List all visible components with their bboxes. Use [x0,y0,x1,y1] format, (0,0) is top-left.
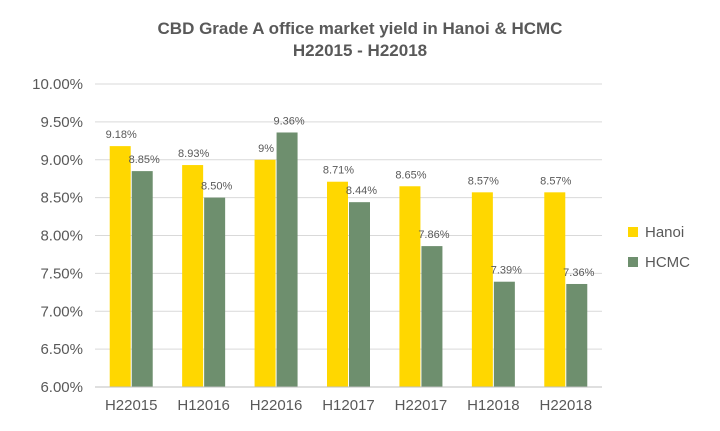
bar-hcmc-H22015 [131,171,153,387]
legend: Hanoi HCMC [628,224,690,271]
legend-swatch-hanoi [628,227,638,237]
y-tick-label: 7.00% [40,303,83,320]
data-label: 7.39% [491,265,522,277]
bars [109,132,588,387]
x-tick-label: H22016 [250,397,303,414]
bar-hcmc-H22017 [421,246,443,387]
bar-hcmc-H22018 [566,283,588,387]
bar-hanoi-H12016 [182,165,204,387]
x-tick-label: H22015 [105,397,158,414]
y-tick-label: 9.50% [40,114,83,131]
bar-hanoi-H22015 [109,146,131,387]
data-label: 8.93% [178,148,209,160]
bar-hanoi-H22016 [254,159,276,387]
data-label: 8.57% [540,175,571,187]
x-tick-label: H12018 [467,397,520,414]
legend-label-hcmc: HCMC [645,254,690,271]
data-label: 9.18% [106,129,137,141]
bar-hanoi-H22018 [544,192,566,387]
data-label: 8.65% [395,169,426,181]
bar-hcmc-H12018 [493,281,515,387]
y-tick-label: 9.00% [40,152,83,169]
gridlines [95,83,602,350]
data-label: 8.71% [323,165,354,177]
data-label: 9.36% [273,115,304,127]
y-axis: 6.00% 6.50% 7.00% 7.50% 8.00% 8.50% 9.00% 9.50%… [32,76,83,396]
data-label: 7.86% [418,229,449,241]
y-tick-label: 6.00% [40,379,83,396]
y-tick-label: 8.00% [40,228,83,245]
legend-swatch-hcmc [628,257,638,267]
x-tick-label: H12016 [177,397,230,414]
data-labels: 9.18% 8.85% 8.93% 8.50% 9% 9.36% 8.71% 8.44% 8.6… [106,115,595,279]
y-tick-label: 8.50% [40,190,83,207]
y-tick-label: 6.50% [40,341,83,358]
chart-subtitle: H22015 - H22018 [293,41,427,60]
x-tick-label: H22018 [540,397,593,414]
data-label: 8.57% [468,175,499,187]
y-tick-label: 7.50% [40,265,83,282]
x-axis: H22015 H12016 H22016 H12017 H22017 H12018 H220… [95,386,602,414]
data-label: 8.44% [346,185,377,197]
x-tick-label: H22017 [395,397,448,414]
data-label: 7.36% [563,267,594,279]
data-label: 8.85% [129,154,160,166]
chart-title: CBD Grade A office market yield in Hanoi… [158,19,563,38]
bar-hcmc-H12016 [204,197,226,387]
data-label: 8.50% [201,181,232,193]
legend-label-hanoi: Hanoi [645,224,684,241]
bar-hanoi-H12018 [471,192,493,387]
bar-hanoi-H12017 [327,181,348,387]
bar-hcmc-H22016 [276,132,298,387]
y-tick-label: 10.00% [32,76,83,93]
bar-hcmc-H12017 [349,202,370,387]
data-label: 9% [258,143,274,155]
x-tick-label: H12017 [322,397,375,414]
bar-hanoi-H22017 [399,186,421,387]
